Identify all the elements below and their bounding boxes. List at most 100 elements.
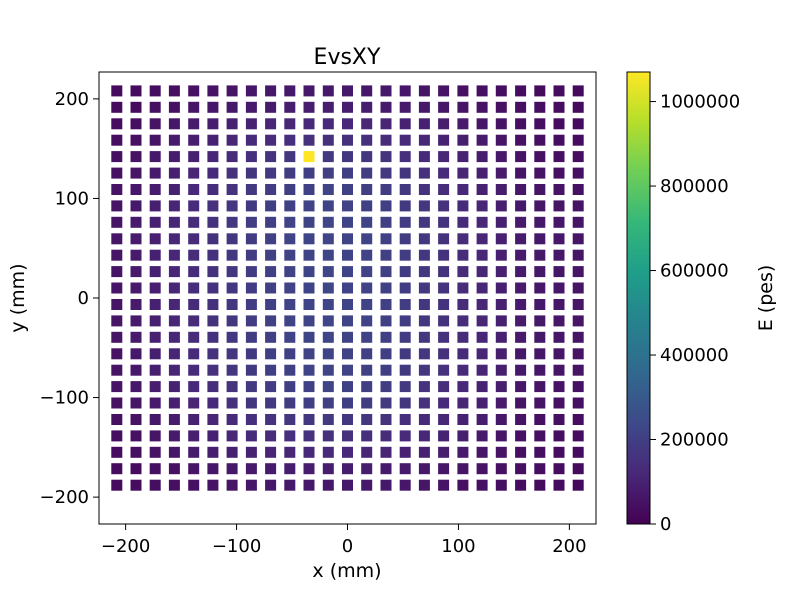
sensor-cell (226, 216, 238, 228)
sensor-cell (245, 249, 257, 261)
sensor-cell (265, 249, 277, 261)
sensor-cell (418, 85, 430, 97)
sensor-cell (553, 216, 565, 228)
sensor-cell (284, 397, 296, 409)
sensor-cell (515, 414, 527, 425)
sensor-cell (245, 233, 257, 245)
sensor-cell (130, 446, 142, 458)
sensor-cell (245, 364, 257, 376)
sensor-cell (476, 479, 488, 491)
sensor-cell (380, 184, 392, 195)
sensor-cell (553, 364, 565, 376)
sensor-cell (495, 414, 507, 425)
sensor-cell (572, 315, 584, 327)
sensor-cell (111, 331, 123, 343)
sensor-cell (457, 479, 469, 491)
sensor-cell (168, 446, 180, 458)
sensor-cell (399, 446, 411, 458)
sensor-cell (226, 134, 238, 146)
sensor-cell (361, 430, 373, 442)
sensor-cell (457, 200, 469, 212)
sensor-cell (534, 216, 546, 228)
sensor-cell (476, 381, 488, 393)
sensor-cell (245, 348, 257, 360)
sensor-cell (111, 282, 123, 294)
sensor-cell (476, 463, 488, 475)
sensor-cell (495, 430, 507, 442)
sensor-cell (515, 233, 527, 245)
sensor-cell (245, 282, 257, 294)
sensor-cell (534, 101, 546, 113)
sensor-cell (380, 446, 392, 458)
sensor-cell (226, 381, 238, 393)
sensor-cell (130, 463, 142, 475)
sensor-cell (284, 315, 296, 327)
sensor-cell (515, 184, 527, 195)
sensor-cell (418, 134, 430, 146)
sensor-cell (207, 200, 219, 212)
sensor-cell (245, 151, 257, 163)
sensor-cell (130, 200, 142, 212)
sensor-cell (188, 479, 200, 491)
sensor-cell (457, 216, 469, 228)
sensor-cell (380, 331, 392, 343)
sensor-cell (303, 315, 315, 327)
sensor-cell (168, 414, 180, 425)
sensor-cell (495, 479, 507, 491)
sensor-cell (188, 331, 200, 343)
sensor-cell (245, 167, 257, 179)
sensor-cell (457, 463, 469, 475)
sensor-cell (322, 479, 334, 491)
sensor-cell (515, 446, 527, 458)
sensor-cell (322, 446, 334, 458)
sensor-cell (438, 216, 450, 228)
sensor-cell (265, 315, 277, 327)
sensor-cell (149, 216, 161, 228)
sensor-cell (476, 85, 488, 97)
x-axis-label: x (mm) (312, 560, 381, 582)
sensor-cell (418, 430, 430, 442)
sensor-cell (534, 266, 546, 278)
sensor-cell (188, 446, 200, 458)
sensor-cell (553, 282, 565, 294)
sensor-cell (265, 118, 277, 130)
sensor-cell (188, 85, 200, 97)
sensor-cell (572, 479, 584, 491)
sensor-cell (457, 184, 469, 195)
sensor-cell (438, 134, 450, 146)
sensor-cell (572, 200, 584, 212)
sensor-cell (284, 134, 296, 146)
sensor-cell (476, 397, 488, 409)
sensor-cell (111, 414, 123, 425)
sensor-cell (265, 184, 277, 195)
sensor-cell (342, 200, 353, 212)
sensor-cell (553, 249, 565, 261)
sensor-cell (284, 216, 296, 228)
sensor-cell (111, 430, 123, 442)
sensor-cell (534, 331, 546, 343)
sensor-cell (399, 101, 411, 113)
sensor-cell (245, 216, 257, 228)
sensor-cell (284, 299, 296, 310)
sensor-cell (438, 331, 450, 343)
sensor-cell (380, 233, 392, 245)
sensor-cell (322, 430, 334, 442)
sensor-cell (303, 85, 315, 97)
sensor-cell (188, 364, 200, 376)
sensor-cell (534, 381, 546, 393)
sensor-cell (284, 151, 296, 163)
sensor-cell (303, 446, 315, 458)
sensor-cell (284, 463, 296, 475)
sensor-cell (399, 151, 411, 163)
sensor-cell (495, 151, 507, 163)
sensor-cell (380, 134, 392, 146)
sensor-cell (418, 331, 430, 343)
sensor-cell (457, 364, 469, 376)
sensor-cell (168, 430, 180, 442)
sensor-cell (361, 216, 373, 228)
sensor-cell (361, 266, 373, 278)
sensor-cell (207, 315, 219, 327)
sensor-cell (515, 249, 527, 261)
sensor-cell (303, 348, 315, 360)
sensor-cell (130, 479, 142, 491)
